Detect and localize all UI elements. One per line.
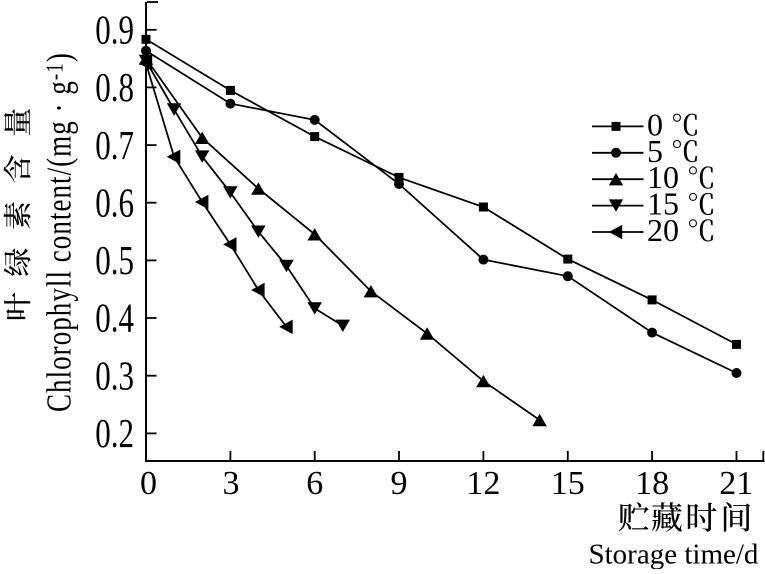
svg-text:9: 9 xyxy=(391,465,408,502)
svg-text:21: 21 xyxy=(719,465,753,502)
svg-text:Chlorophyll content/(mg · g-1): Chlorophyll content/(mg · g-1) xyxy=(39,52,78,412)
svg-text:0.3: 0.3 xyxy=(95,353,134,398)
svg-text:3: 3 xyxy=(223,465,240,502)
svg-text:0.6: 0.6 xyxy=(95,180,134,225)
svg-text:0.5: 0.5 xyxy=(95,238,134,283)
svg-text:15: 15 xyxy=(647,186,679,222)
svg-text:6: 6 xyxy=(306,465,323,502)
svg-text:0.4: 0.4 xyxy=(95,296,134,341)
svg-text:0.2: 0.2 xyxy=(95,411,134,456)
svg-text:0: 0 xyxy=(140,465,157,502)
svg-text:0.7: 0.7 xyxy=(95,123,134,168)
svg-text:Storage time/d: Storage time/d xyxy=(589,539,759,570)
svg-text:5: 5 xyxy=(647,133,663,169)
svg-text:12: 12 xyxy=(466,465,500,502)
svg-text:18: 18 xyxy=(635,465,669,502)
svg-text:0.8: 0.8 xyxy=(95,65,134,110)
svg-text:15: 15 xyxy=(551,465,585,502)
svg-text:0: 0 xyxy=(647,106,663,142)
svg-text:0.9: 0.9 xyxy=(95,7,134,52)
svg-text:20: 20 xyxy=(647,212,679,248)
svg-text:10: 10 xyxy=(647,159,679,195)
